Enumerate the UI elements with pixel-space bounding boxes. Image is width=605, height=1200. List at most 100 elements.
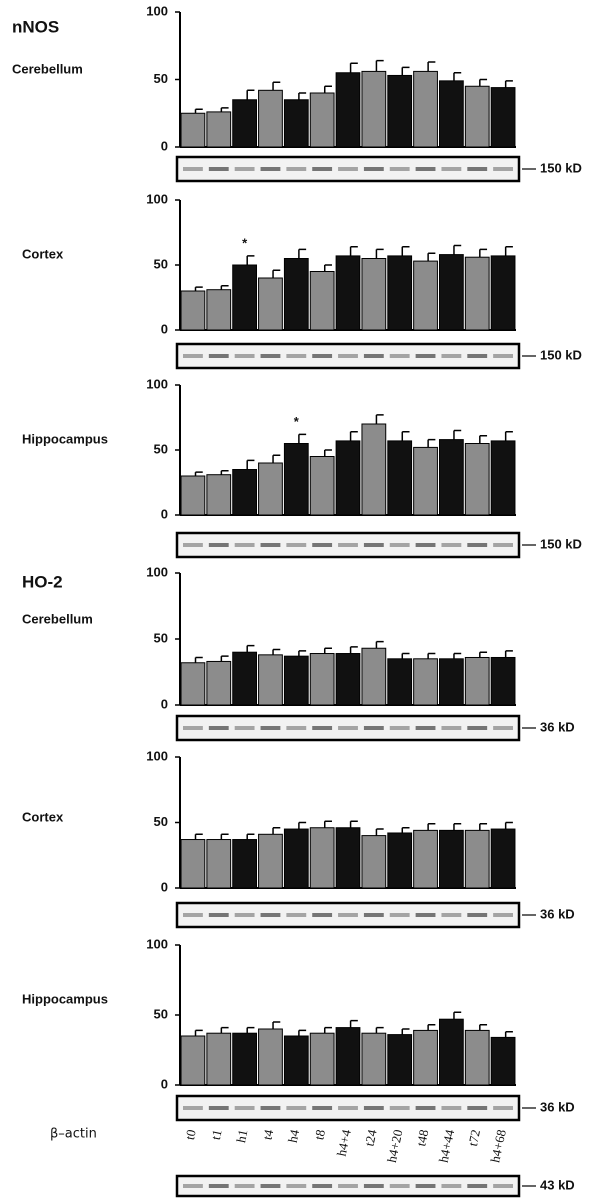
blot-band [338,543,358,547]
blot-band [234,726,255,730]
x-tick-label: h4 [285,1128,302,1144]
error-bar [479,823,488,831]
bar [283,1035,309,1086]
blot-band [286,543,307,547]
blot-band [493,1184,513,1188]
blot-band [286,167,307,171]
blot-band [234,1106,255,1110]
blot-size-label: 43 kD [540,1177,575,1192]
blot-band [286,354,307,358]
y-tick-label: 50 [154,256,168,271]
blot-size-label: 150 kD [540,536,582,551]
error-bar [453,72,462,81]
error-bar [349,820,358,828]
bar [490,87,516,148]
group-heading: nNOS [12,17,59,36]
x-tick-label: h4+20 [384,1128,406,1164]
bar [309,271,335,331]
blot-band [183,1184,203,1188]
blot-band [389,913,410,917]
error-bar [220,1026,229,1034]
error-bar [479,651,488,658]
error-bar [220,833,229,840]
bar [232,264,258,331]
blot-band [467,726,488,730]
blot-band [312,167,333,171]
y-tick-label: 100 [146,936,168,951]
error-bar [220,107,229,112]
blot-band [441,167,462,171]
bar [335,255,361,331]
blot-band [183,167,203,171]
x-tick-label: t4 [260,1128,277,1141]
blot-band [441,1106,462,1110]
blot-band [493,354,513,358]
error-bar [453,1011,462,1020]
blot-band [208,1106,229,1110]
error-bar [349,62,358,73]
panel-label: Hippocampus [22,431,108,446]
x-tick-label: h1 [233,1128,250,1144]
x-tick-label: t24 [362,1128,380,1148]
bar [361,258,387,331]
bar [258,277,283,331]
bar [438,658,464,706]
error-bar [401,246,410,256]
blot-band [363,167,384,171]
blot-band [183,913,203,917]
blot-band [338,1106,358,1110]
error-bar [246,459,255,470]
significance-mark: * [294,414,300,429]
bar [438,829,464,889]
error-bar [375,248,384,259]
error-bar [375,414,384,424]
bar [258,462,283,516]
error-bar [194,656,203,663]
error-bar [246,255,255,265]
bar [438,1018,464,1086]
error-bar [272,269,281,278]
error-bar [323,647,332,654]
blot-band [467,1106,488,1110]
y-tick-label: 0 [161,1076,168,1091]
bar [361,647,387,706]
bar [180,475,206,516]
bar [464,85,490,148]
y-tick-label: 50 [154,441,168,456]
bar [361,423,387,516]
error-bar [349,246,358,256]
blot-band [234,543,255,547]
bar [361,70,387,148]
blot-band [493,726,513,730]
bar [413,658,438,706]
error-bar [323,85,332,93]
blot-band [363,1106,384,1110]
bar [309,827,335,889]
bar [387,255,413,331]
y-tick-label: 0 [161,138,168,153]
blot-band [493,167,513,171]
blot-band [312,1106,333,1110]
bar [387,74,413,148]
error-bar [272,648,281,655]
bar [283,443,309,516]
bar [206,474,232,516]
error-bar [427,61,436,72]
bar [283,655,309,706]
bar [232,99,258,148]
bar [180,839,206,889]
blot-band [312,913,333,917]
error-bar [298,433,307,444]
error-bar [298,650,307,657]
blot-band [260,167,281,171]
bar [283,828,309,889]
error-bar [427,823,436,831]
bar [464,1029,490,1086]
error-bar [298,821,307,830]
error-bar [453,823,462,831]
bar [413,829,438,889]
blot-band [338,726,358,730]
blot-band [389,1106,410,1110]
blot-band [441,726,462,730]
error-bar [479,78,488,87]
